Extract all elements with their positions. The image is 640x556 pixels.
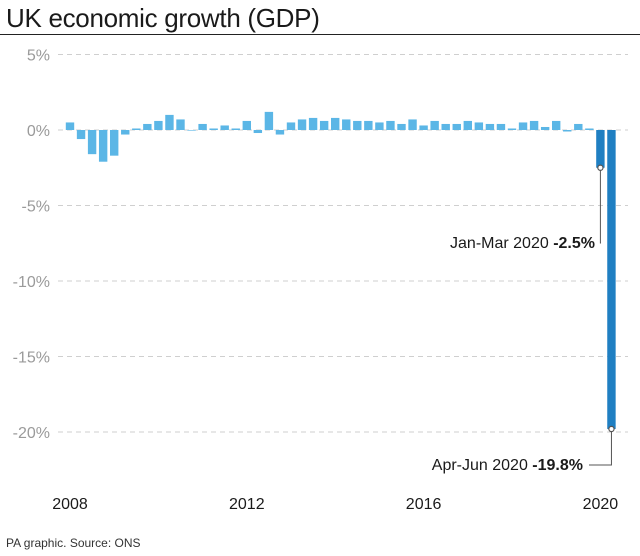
bar-2015-q3: [397, 123, 406, 130]
bar-2009-q2: [121, 130, 130, 135]
y-axis-ticks: 5% 0% -5% -10% -15% -20%: [13, 48, 50, 443]
source-note: PA graphic. Source: ONS: [6, 536, 141, 550]
bar-2013-q2: [297, 119, 307, 130]
x-axis-ticks: 2008 2012 2016 2020: [52, 496, 618, 513]
bar-2019-q4: [585, 128, 594, 130]
bar-2018-q3: [529, 120, 539, 130]
bar-2008-q3: [87, 130, 97, 155]
annotation-leader: [599, 167, 601, 244]
y-tick-label: -15%: [13, 350, 50, 367]
bar-2009-q1: [110, 130, 119, 156]
annotations: Jan-Mar 2020 -2.5% Apr-Jun 2020 -19.8%: [432, 164, 615, 474]
bar-2014-q2: [342, 119, 351, 130]
bar-2014-q4: [364, 120, 373, 130]
bar-2018-q1: [507, 128, 517, 130]
annotation-marker: [597, 164, 604, 171]
bar-2015-q1: [375, 122, 384, 130]
bar-2015-q2: [386, 120, 395, 130]
y-tick-label: 0%: [27, 123, 50, 140]
annotation-label: Jan-Mar 2020 -2.5%: [450, 235, 595, 252]
bar-2017-q1: [463, 120, 472, 130]
bar-2020-q2: [607, 130, 616, 429]
bar-2008-q2: [76, 130, 86, 140]
bar-2020-q1: [596, 130, 605, 168]
bar-2011-q3: [220, 125, 229, 130]
bar-2011-q1: [198, 123, 207, 130]
title-divider: [0, 34, 640, 35]
bar-2015-q4: [408, 119, 417, 130]
x-tick-label: 2020: [583, 496, 619, 513]
bar-2008-q1: [65, 122, 75, 130]
bar-2016-q3: [441, 123, 450, 130]
bar-2014-q1: [331, 117, 340, 130]
bar-2016-q2: [430, 120, 439, 130]
bar-2013-q4: [319, 120, 329, 130]
annotation-leader: [589, 428, 612, 466]
annotation-period: Jan-Mar 2020: [450, 235, 553, 252]
bar-2019-q3: [574, 123, 583, 130]
bar-2019-q1: [552, 120, 561, 130]
gdp-bar-chart: 5% 0% -5% -10% -15% -20% 2008 2012 2016 2020 Jan…: [13, 48, 628, 513]
bar-2012-q2: [253, 130, 263, 134]
x-tick-label: 2008: [52, 496, 88, 513]
annotation-value: -2.5%: [553, 235, 595, 252]
bar-2016-q1: [419, 125, 428, 130]
bar-2017-q4: [496, 123, 506, 130]
bar-2008-q4: [98, 130, 108, 162]
bar-2012-q1: [242, 120, 251, 130]
x-tick-label: 2016: [406, 496, 442, 513]
bar-2012-q4: [275, 130, 285, 135]
bar-2010-q3: [176, 119, 185, 130]
bar-2013-q3: [308, 117, 318, 130]
bar-2019-q2: [563, 130, 572, 132]
annotation-value: -19.8%: [532, 457, 583, 474]
annotation-period: Apr-Jun 2020: [432, 457, 533, 474]
bar-2016-q4: [452, 123, 461, 130]
y-tick-label: -20%: [13, 425, 50, 442]
bar-2010-q2: [165, 114, 174, 130]
bar-2017-q3: [485, 123, 495, 130]
chart-title: UK economic growth (GDP): [6, 3, 320, 33]
gridlines: [58, 54, 628, 433]
y-tick-label: -10%: [13, 274, 50, 291]
bar-2011-q2: [209, 128, 218, 130]
bar-2013-q1: [286, 122, 296, 130]
bar-2014-q3: [353, 120, 362, 130]
bar-2012-q3: [264, 111, 274, 130]
x-tick-label: 2012: [229, 496, 265, 513]
bar-2009-q4: [143, 123, 152, 130]
bar-2010-q4: [187, 130, 196, 131]
bar-2010-q1: [154, 120, 163, 130]
bar-2011-q4: [231, 128, 240, 130]
annotation-label: Apr-Jun 2020 -19.8%: [432, 457, 583, 474]
bar-series: [65, 111, 616, 429]
annotation-marker: [608, 425, 615, 433]
bar-2009-q3: [132, 128, 141, 130]
bar-2018-q4: [540, 126, 550, 130]
y-tick-label: 5%: [27, 48, 50, 65]
y-tick-label: -5%: [22, 199, 50, 216]
bar-2017-q2: [474, 122, 484, 130]
bar-2018-q2: [518, 122, 528, 130]
